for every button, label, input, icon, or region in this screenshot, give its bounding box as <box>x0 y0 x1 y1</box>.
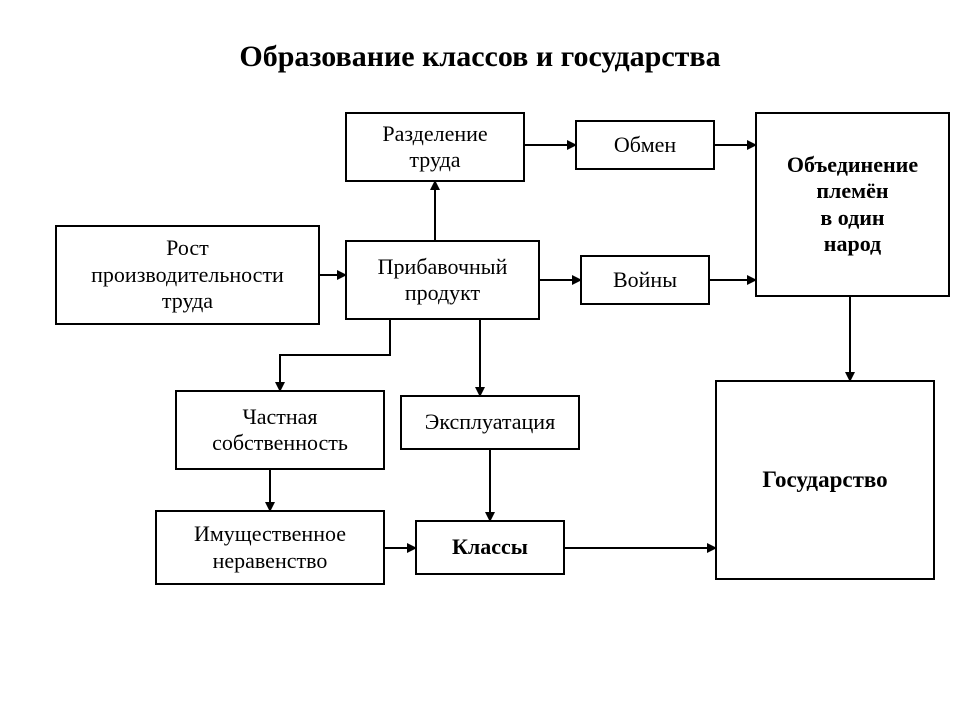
edge-surplus-to-private <box>280 320 390 390</box>
node-state: Государство <box>715 380 935 580</box>
node-label: Классы <box>452 534 528 560</box>
node-label: Войны <box>613 267 677 293</box>
node-label: Ростпроизводительноститруда <box>91 235 284 314</box>
node-private: Частнаясобственность <box>175 390 385 470</box>
node-label: Частнаясобственность <box>212 404 348 457</box>
diagram-title: Образование классов и государства <box>239 40 720 74</box>
node-wars: Войны <box>580 255 710 305</box>
node-label: Имущественноенеравенство <box>194 521 346 574</box>
node-surplus: Прибавочныйпродукт <box>345 240 540 320</box>
node-label: Разделениетруда <box>382 121 487 174</box>
node-classes: Классы <box>415 520 565 575</box>
diagram-canvas: { "type": "flowchart", "canvas": { "widt… <box>0 0 960 720</box>
node-exchange: Обмен <box>575 120 715 170</box>
node-exploit: Эксплуатация <box>400 395 580 450</box>
node-label: Эксплуатация <box>425 409 555 435</box>
node-division: Разделениетруда <box>345 112 525 182</box>
node-label: Обмен <box>614 132 676 158</box>
node-inequality: Имущественноенеравенство <box>155 510 385 585</box>
node-union: Объединениеплемёнв одиннарод <box>755 112 950 297</box>
node-label: Государство <box>762 466 887 494</box>
node-label: Прибавочныйпродукт <box>378 254 508 307</box>
node-label: Объединениеплемёнв одиннарод <box>787 152 918 258</box>
edges-layer <box>0 0 960 720</box>
node-growth: Ростпроизводительноститруда <box>55 225 320 325</box>
